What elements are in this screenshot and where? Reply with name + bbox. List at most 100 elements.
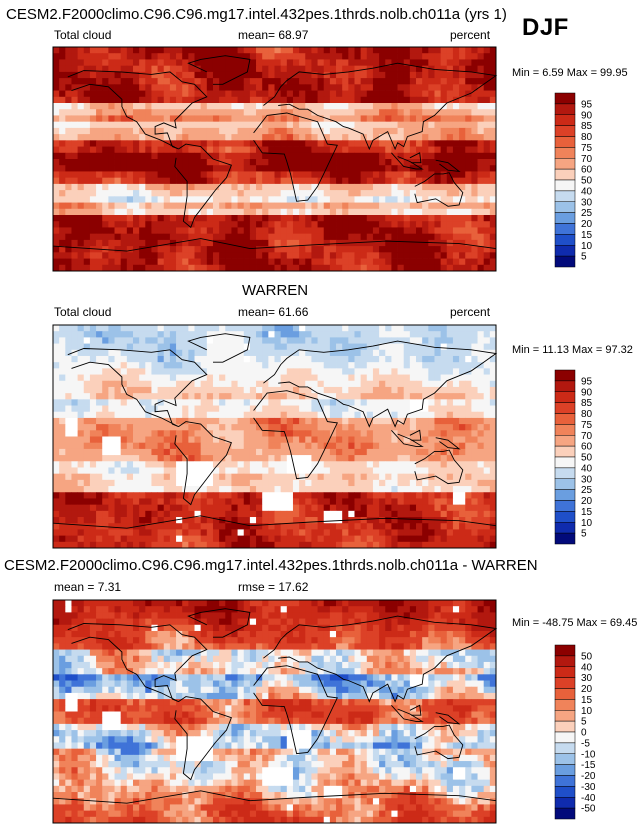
map-cell xyxy=(96,252,103,259)
map-cell xyxy=(403,71,411,79)
map-cell xyxy=(77,393,85,400)
map-cell xyxy=(471,411,478,419)
map-cell xyxy=(446,337,454,344)
map-cell xyxy=(108,109,115,116)
map-cell xyxy=(311,362,318,369)
map-cell xyxy=(145,473,152,481)
map-cell xyxy=(336,436,343,444)
map-cell xyxy=(102,473,109,481)
map-cell xyxy=(225,227,232,235)
map-cell xyxy=(157,362,165,369)
map-cell xyxy=(120,115,128,123)
map-cell xyxy=(231,221,238,228)
map-cell xyxy=(268,349,275,357)
map-cell xyxy=(96,47,103,54)
map-cell xyxy=(428,380,435,388)
map-cell xyxy=(53,152,60,160)
map-cell xyxy=(176,215,183,222)
map-cell xyxy=(372,65,380,73)
map-cell xyxy=(471,239,478,247)
map-cell xyxy=(446,486,454,493)
map-cell xyxy=(452,349,460,357)
map-cell xyxy=(182,109,189,116)
map-cell xyxy=(434,171,442,179)
map-cell xyxy=(379,417,386,425)
map-cell xyxy=(483,252,491,259)
map-cell xyxy=(151,349,158,357)
map-cell xyxy=(151,65,158,73)
map-cell xyxy=(286,467,294,475)
map-cell xyxy=(489,90,497,98)
map-cell xyxy=(336,411,343,419)
map-cell xyxy=(299,246,306,253)
map-cell xyxy=(434,430,442,437)
map-cell xyxy=(471,140,478,147)
map-cell xyxy=(237,523,245,530)
map-cell xyxy=(348,380,355,388)
map-cell xyxy=(391,498,398,506)
map-cell xyxy=(163,171,171,179)
map-cell xyxy=(206,264,214,272)
map-cell xyxy=(114,405,122,413)
map-cell xyxy=(169,59,177,67)
map-cell xyxy=(77,53,85,60)
map-cell xyxy=(89,233,97,241)
map-cell xyxy=(225,343,232,351)
map-cell xyxy=(440,252,448,259)
map-cell xyxy=(397,517,405,524)
map-cell xyxy=(483,325,491,332)
map-cell xyxy=(459,165,466,172)
map-cell xyxy=(360,152,368,160)
map-cell xyxy=(83,65,91,73)
map-cell xyxy=(471,325,478,332)
map-cell xyxy=(243,59,251,67)
map-cell xyxy=(249,343,257,351)
map-cell xyxy=(231,349,238,357)
map-cell xyxy=(200,337,208,344)
map-cell xyxy=(483,517,491,524)
map-cell xyxy=(96,59,103,67)
map-cell xyxy=(114,467,122,475)
map-cell xyxy=(102,59,109,67)
map-cell xyxy=(182,233,189,241)
map-cell xyxy=(440,430,448,437)
map-cell xyxy=(483,467,491,475)
map-cell xyxy=(471,96,478,104)
map-cell xyxy=(96,208,103,216)
map-cell xyxy=(231,227,238,235)
map-cell xyxy=(342,246,349,253)
map-cell xyxy=(59,190,66,197)
map-cell xyxy=(379,374,386,382)
map-cell xyxy=(151,467,158,475)
map-cell xyxy=(262,479,269,487)
map-cell xyxy=(342,90,349,98)
map-cell xyxy=(212,103,220,110)
map-cell xyxy=(83,479,91,487)
map-cell xyxy=(403,517,411,524)
map-cell xyxy=(366,461,374,468)
map-cell xyxy=(311,411,318,419)
map-cell xyxy=(354,461,362,468)
map-cell xyxy=(274,448,282,456)
map-cell xyxy=(428,246,435,253)
map-cell xyxy=(348,65,355,73)
map-cell xyxy=(348,171,355,179)
map-cell xyxy=(440,337,448,344)
map-cell xyxy=(354,337,362,344)
map-cell xyxy=(96,337,103,344)
map-cell xyxy=(465,461,472,468)
map-cell xyxy=(194,325,202,332)
map-cell xyxy=(157,246,165,253)
map-cell xyxy=(139,140,146,147)
colorbar-swatch xyxy=(554,114,576,126)
map-cell xyxy=(83,455,91,462)
map-cell xyxy=(348,492,355,499)
map-cell xyxy=(323,239,331,247)
map-cell xyxy=(169,115,177,123)
map-cell xyxy=(176,134,183,141)
colorbar-swatch xyxy=(554,245,576,257)
map-cell xyxy=(292,239,300,247)
map-cell xyxy=(89,59,97,67)
map-cell xyxy=(317,196,325,203)
map-cell xyxy=(256,448,263,456)
